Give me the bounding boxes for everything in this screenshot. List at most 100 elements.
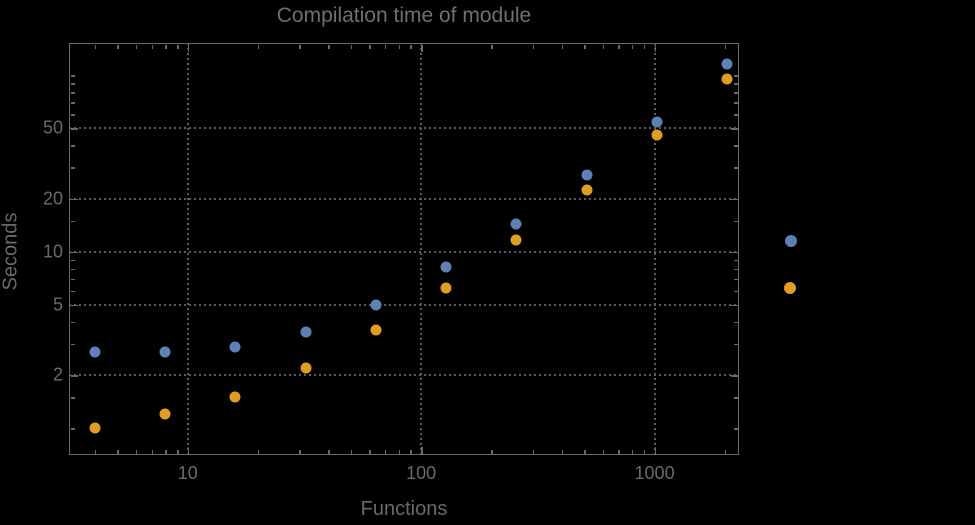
y-tick [70, 397, 75, 399]
x-tick-label: 100 [406, 463, 437, 483]
x-tick [602, 449, 605, 454]
x-gridline [186, 43, 189, 455]
x-tick [151, 449, 154, 454]
x-tick [328, 44, 330, 49]
data-point-series-2-orange-x512 [581, 184, 593, 196]
data-point-series-1-blue-x32 [300, 326, 312, 338]
data-point-series-1-blue-x16 [229, 341, 241, 353]
y-tick [733, 83, 738, 85]
x-tick [177, 44, 179, 49]
data-point-series-1-blue-x1024 [651, 116, 663, 128]
data-point-series-1-blue-x128 [440, 261, 452, 273]
x-tick [299, 44, 301, 49]
y-gridline [69, 303, 739, 306]
y-tick [733, 167, 738, 169]
data-point-series-1-blue-x512 [581, 169, 593, 181]
data-point-series-1-blue-x2048 [721, 58, 733, 70]
x-tick [165, 449, 167, 454]
y-tick [70, 75, 75, 77]
y-tick-label: 10 [42, 241, 63, 262]
y-tick [733, 268, 738, 271]
x-tick [561, 449, 564, 454]
x-tick [618, 44, 620, 49]
x-tick [165, 44, 167, 49]
y-gridline [69, 197, 739, 200]
y-tick [70, 145, 75, 147]
x-tick [724, 44, 727, 49]
y-tick [733, 428, 738, 430]
data-point-series-2-orange-x8 [159, 408, 171, 420]
x-tick [384, 449, 387, 454]
y-tick [730, 251, 738, 254]
plot-frame [69, 43, 739, 455]
x-tick [94, 449, 97, 454]
x-tick [117, 44, 119, 49]
x-tick [369, 449, 371, 454]
x-tick [421, 44, 423, 52]
x-tick [177, 449, 179, 454]
x-tick [654, 446, 657, 454]
x-tick [117, 449, 119, 454]
data-point-series-2-orange-x1024 [651, 129, 663, 141]
y-tick [70, 83, 75, 85]
y-tick [733, 290, 738, 293]
y-tick [70, 259, 75, 262]
data-point-series-1-blue-x64 [370, 299, 382, 311]
y-tick [733, 278, 738, 281]
y-tick [733, 397, 738, 399]
x-tick [299, 449, 301, 454]
y-tick [70, 114, 75, 116]
x-tick [257, 44, 260, 49]
x-tick-label: 1000 [634, 463, 675, 483]
y-tick [733, 145, 738, 147]
x-tick [724, 449, 727, 454]
y-tick [70, 128, 78, 130]
x-tick [532, 44, 534, 49]
y-tick [730, 304, 738, 307]
y-tick [70, 268, 75, 271]
x-tick [151, 44, 154, 49]
y-tick [733, 75, 738, 77]
y-tick [733, 220, 738, 223]
x-axis-label: Functions [360, 498, 448, 520]
data-point-series-2-orange-x256 [510, 234, 522, 246]
y-tick [70, 290, 75, 293]
x-tick [398, 44, 401, 49]
x-tick [631, 44, 634, 49]
x-tick [561, 44, 564, 49]
x-tick [410, 44, 412, 49]
data-point-series-2-orange-x64 [370, 324, 382, 336]
x-tick [654, 44, 657, 52]
x-tick [631, 449, 634, 454]
x-tick [187, 446, 190, 454]
x-tick [491, 449, 493, 454]
y-tick [70, 375, 78, 377]
x-tick [491, 44, 493, 49]
y-gridline [69, 127, 739, 130]
x-tick [328, 449, 330, 454]
y-tick [730, 128, 738, 130]
x-tick [187, 44, 190, 52]
x-tick [584, 449, 586, 454]
y-tick [733, 114, 738, 116]
chart-title: Compilation time of module [276, 4, 532, 27]
y-tick [70, 343, 75, 346]
data-point-series-1-blue-x8 [159, 346, 171, 358]
x-tick [618, 449, 620, 454]
y-tick [70, 251, 78, 254]
data-point-series-2-orange-x4 [89, 422, 101, 434]
x-tick [602, 44, 605, 49]
data-point-series-2-orange-x16 [229, 391, 241, 403]
x-tick [643, 44, 646, 49]
legend-marker-series-2 [784, 282, 796, 294]
y-tick [70, 102, 75, 104]
x-gridline [653, 43, 656, 455]
y-tick [733, 92, 738, 94]
y-tick-label: 50 [42, 117, 63, 138]
x-tick [369, 44, 371, 49]
x-tick [584, 44, 586, 49]
y-tick [733, 259, 738, 262]
y-tick [70, 428, 75, 430]
x-tick [410, 449, 412, 454]
